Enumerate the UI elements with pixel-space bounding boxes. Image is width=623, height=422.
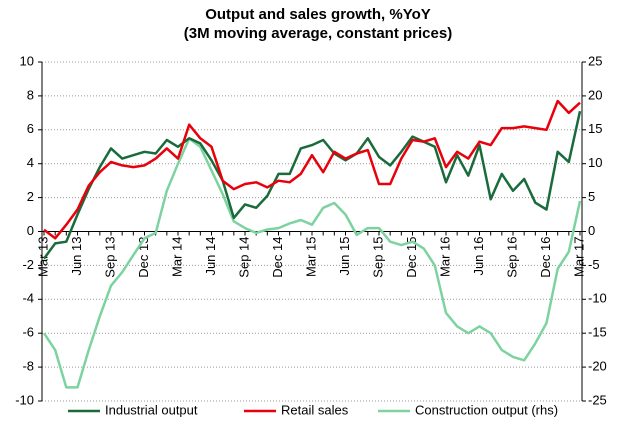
y-tick-label: -2 bbox=[22, 257, 34, 272]
y2-tick-label: -20 bbox=[588, 359, 607, 374]
y-tick-label: 10 bbox=[20, 53, 34, 68]
y2-tick-label: -5 bbox=[588, 257, 600, 272]
series-line bbox=[42, 137, 582, 389]
legend-label: Industrial output bbox=[105, 402, 198, 417]
x-tick-label: Jun 16 bbox=[471, 237, 486, 276]
y2-tick-label: 0 bbox=[588, 223, 595, 238]
chart-subtitle: (3M moving average, constant prices) bbox=[184, 25, 452, 42]
x-tick-label: Dec 15 bbox=[404, 237, 419, 278]
y2-tick-label: -10 bbox=[588, 291, 607, 306]
legend-label: Construction output (rhs) bbox=[415, 402, 558, 417]
x-tick-label: Mar 13 bbox=[35, 237, 50, 277]
x-tick-label: Sep 14 bbox=[236, 237, 251, 278]
y-tick-label: 4 bbox=[27, 155, 34, 170]
y2-tick-label: 25 bbox=[588, 53, 602, 68]
series-line bbox=[43, 99, 581, 240]
y-tick-label: 2 bbox=[27, 189, 34, 204]
x-tick-label: Mar 16 bbox=[437, 237, 452, 277]
x-tick-label: Sep 15 bbox=[370, 237, 385, 278]
legend-label: Retail sales bbox=[281, 402, 349, 417]
y-tick-label: 0 bbox=[27, 223, 34, 238]
y-tick-label: 6 bbox=[27, 121, 34, 136]
y2-tick-label: 20 bbox=[588, 87, 602, 102]
x-tick-label: Jun 15 bbox=[337, 237, 352, 276]
y-tick-label: -6 bbox=[22, 325, 34, 340]
y-tick-label: -4 bbox=[22, 291, 34, 306]
chart-title: Output and sales growth, %YoY bbox=[205, 6, 431, 23]
y2-tick-label: 5 bbox=[588, 189, 595, 204]
x-tick-label: Jun 13 bbox=[69, 237, 84, 276]
x-tick-label: Dec 13 bbox=[136, 237, 151, 278]
y2-tick-label: -15 bbox=[588, 325, 607, 340]
x-tick-label: Dec 16 bbox=[538, 237, 553, 278]
y-tick-label: -8 bbox=[22, 359, 34, 374]
y-tick-label: 8 bbox=[27, 87, 34, 102]
x-tick-label: Mar 17 bbox=[571, 237, 586, 277]
x-tick-label: Jun 14 bbox=[203, 237, 218, 276]
series-line bbox=[42, 110, 582, 260]
x-tick-label: Mar 14 bbox=[169, 237, 184, 277]
x-tick-label: Sep 16 bbox=[504, 237, 519, 278]
y2-tick-label: 10 bbox=[588, 155, 602, 170]
y-tick-label: -10 bbox=[15, 392, 34, 407]
x-tick-label: Mar 15 bbox=[303, 237, 318, 277]
x-tick-label: Dec 14 bbox=[270, 237, 285, 278]
x-tick-label: Sep 13 bbox=[102, 237, 117, 278]
y2-tick-label: -25 bbox=[588, 392, 607, 407]
y2-tick-label: 15 bbox=[588, 121, 602, 136]
